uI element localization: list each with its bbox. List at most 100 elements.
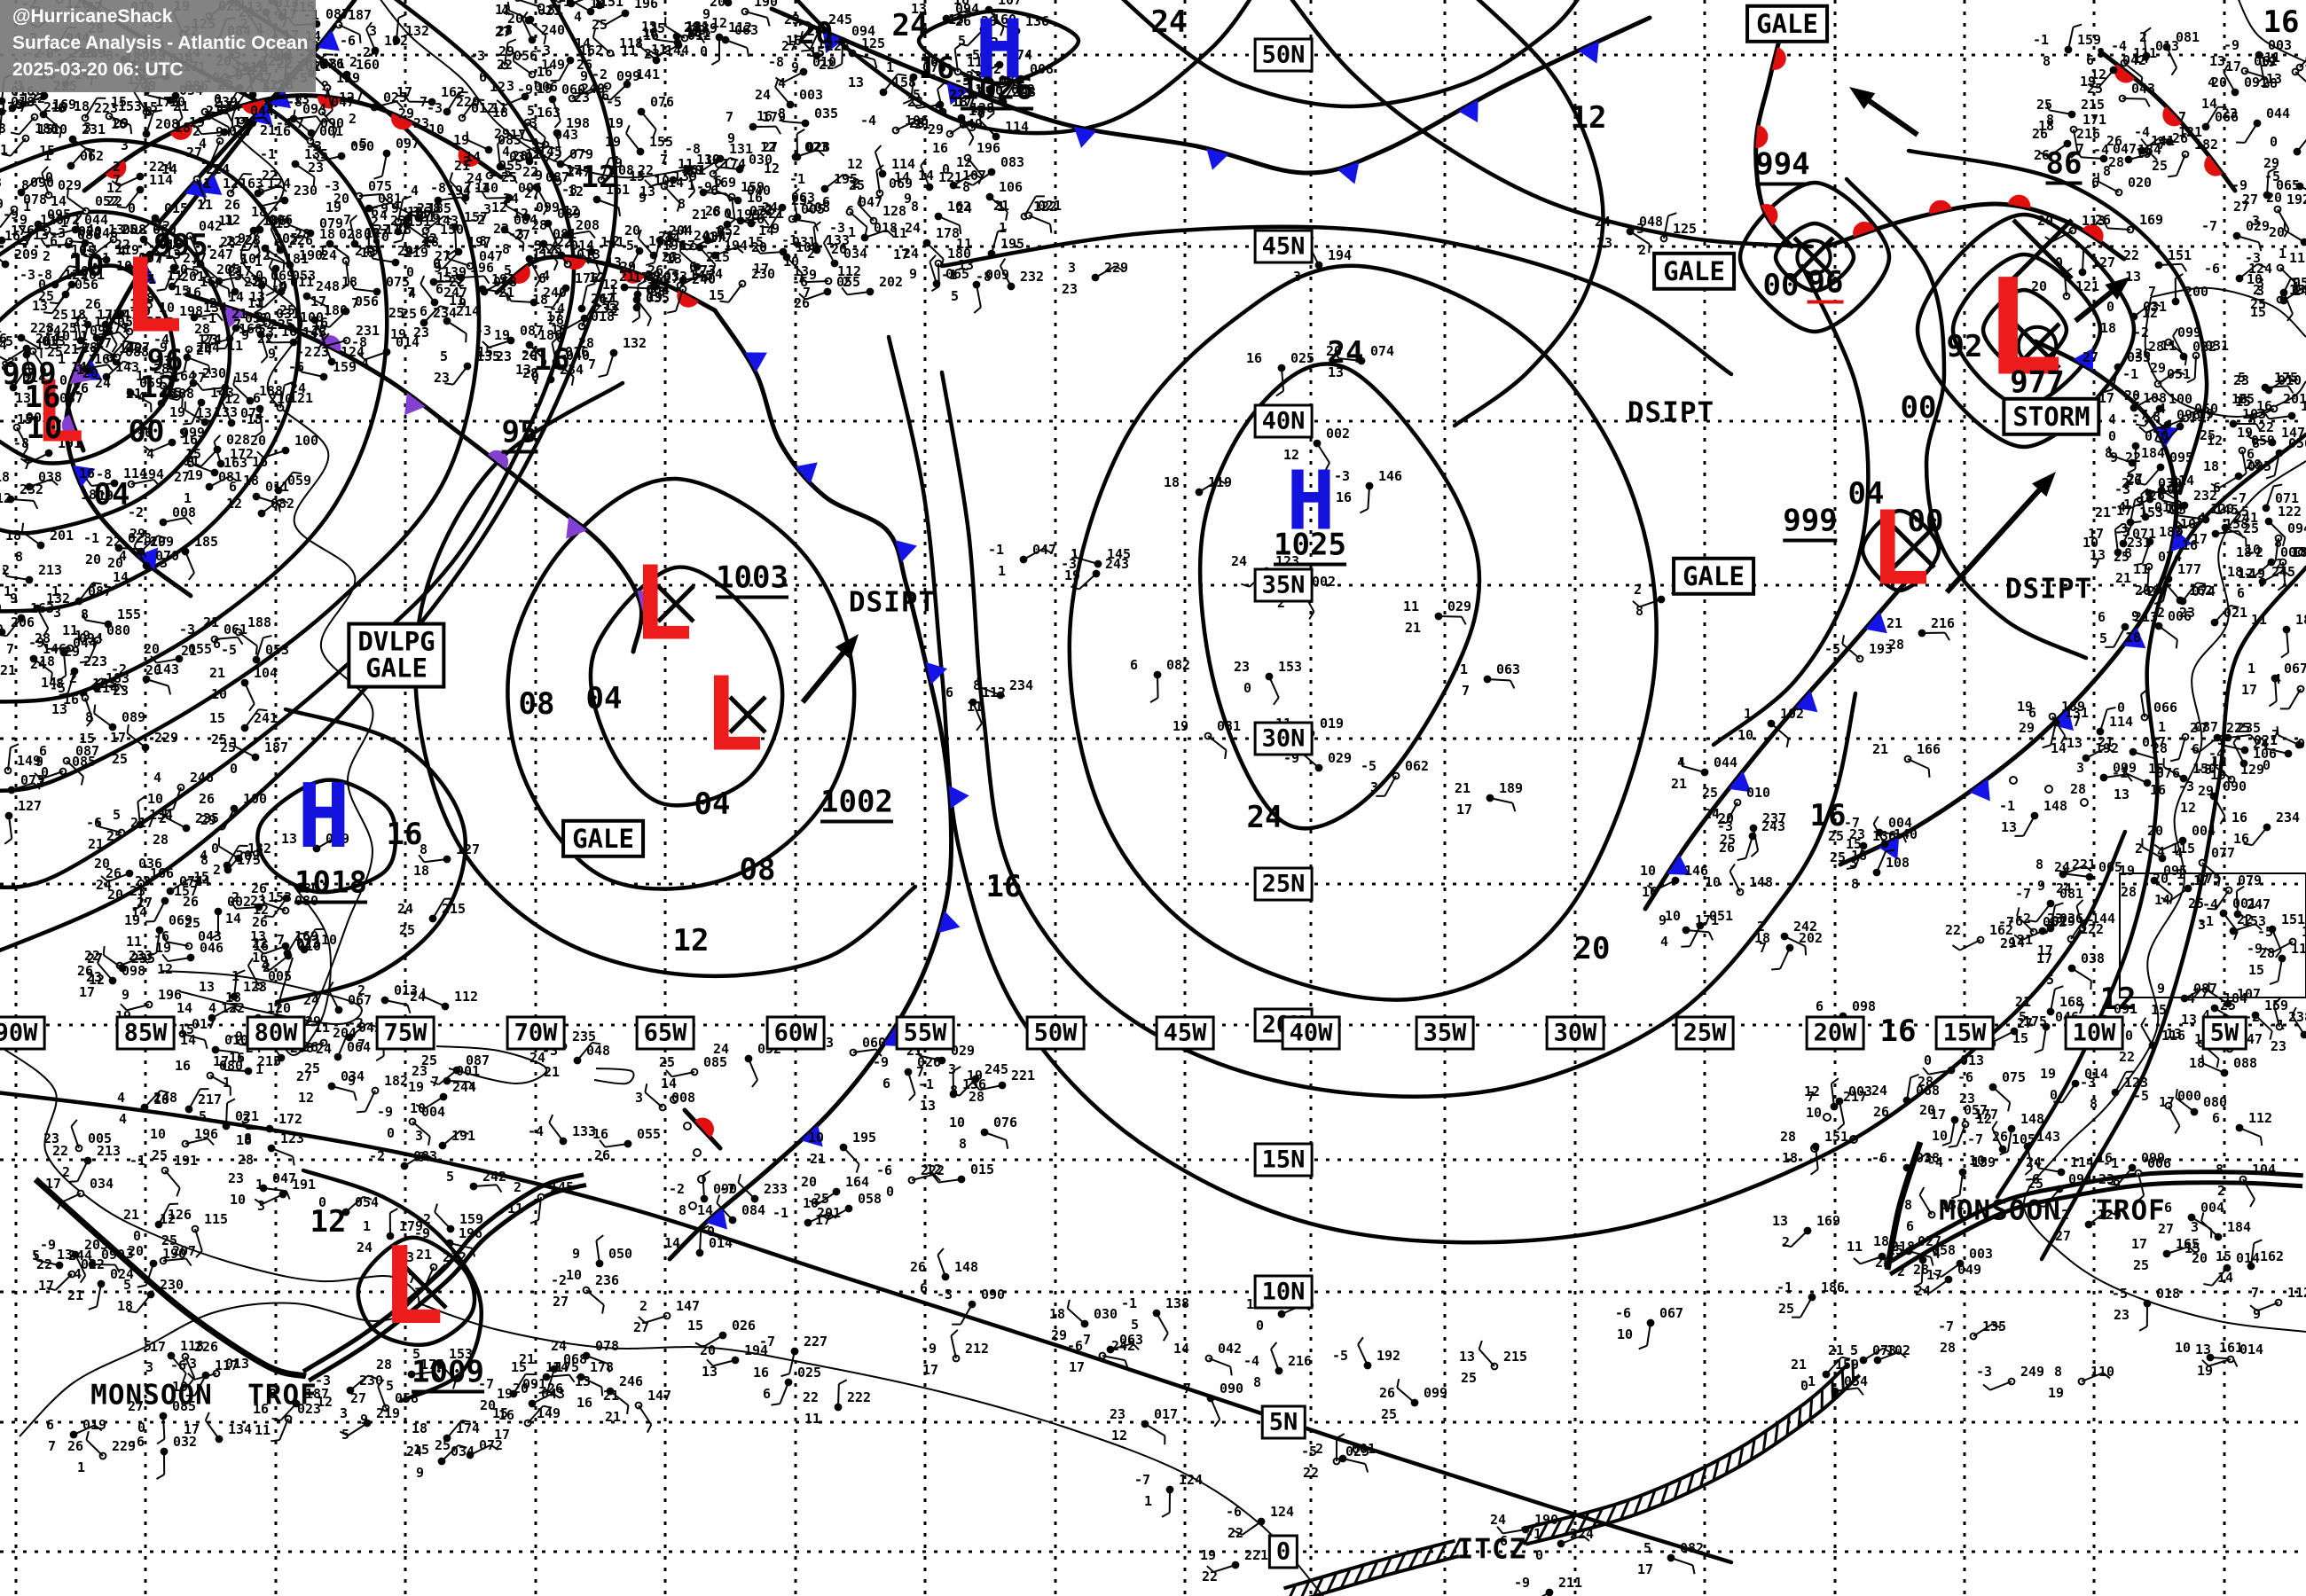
isobar [0, 0, 576, 890]
coastline [435, 1045, 548, 1085]
itcz-hatch [1591, 1507, 1604, 1529]
station-pressure: 201 [181, 269, 205, 285]
itcz-hatch [1749, 1438, 1756, 1460]
occluded-front-pip [566, 516, 587, 539]
isobar [939, 370, 1858, 1099]
cold-front-pip [705, 1207, 727, 1230]
cold-front-pip [73, 465, 96, 488]
itcz-hatch [1549, 1518, 1563, 1539]
cold-front-pip [1728, 771, 1752, 793]
coastline [231, 0, 374, 1047]
itcz-hatch [1380, 1556, 1392, 1577]
island [670, 1095, 678, 1104]
cold-front-pip [1878, 837, 1900, 860]
station-aux: 18 [138, 290, 154, 306]
itcz-hatch [1448, 1538, 1462, 1560]
occluded-front-pip [224, 306, 247, 329]
cold-front-pip [1073, 126, 1097, 148]
warm-front-pip [2114, 64, 2136, 83]
occluded-front-pip [404, 392, 426, 416]
island [683, 1122, 692, 1130]
front-cold [769, 6, 1652, 176]
coastline [2022, 460, 2306, 1333]
cold-front-pip [1667, 855, 1690, 875]
isobar [356, 1235, 477, 1347]
isobar [1995, 432, 2306, 1200]
monsoon-trough-line [33, 1177, 307, 1380]
coastline [418, 1303, 1324, 1596]
isobar [939, 224, 1734, 377]
cold-front-pip [1578, 41, 1599, 64]
cold-front-pip [1206, 148, 1229, 170]
itcz-hatch [1435, 1542, 1448, 1563]
isobar [301, 1168, 483, 1404]
isobar [1906, 148, 2209, 496]
isobar [1197, 362, 1482, 831]
cold-front-pip [801, 1124, 823, 1147]
itcz-hatch [1633, 1494, 1643, 1516]
cold-front-pip [895, 540, 917, 563]
coastline [593, 1068, 635, 1085]
itcz-hatch [1646, 1489, 1657, 1511]
isobar [1452, 0, 1605, 428]
itcz-band-edge [1521, 1362, 1850, 1531]
front-warm [82, 93, 504, 193]
itcz-hatch [1686, 1472, 1695, 1494]
warm-front-pip [2204, 155, 2223, 176]
itcz-hatch [1797, 1406, 1802, 1428]
occluded-front-pip [637, 590, 652, 614]
itcz-band-edge [1307, 1554, 1460, 1596]
cold-front-pip [822, 30, 844, 54]
coastline [380, 0, 694, 179]
warm-front-pip [170, 123, 192, 140]
itcz-hatch [1326, 1572, 1338, 1593]
isobar [413, 380, 918, 979]
island [2009, 776, 2018, 785]
itcz-hatch [1673, 1478, 1682, 1500]
itcz-hatch [1289, 1584, 1298, 1596]
isobar [1980, 287, 2069, 373]
cold-front-pip [744, 352, 767, 372]
itcz-band-edge [1525, 1373, 1862, 1546]
warm-front-pip [318, 95, 341, 109]
isobar [1711, 263, 1871, 747]
island [2080, 798, 2089, 807]
map-inset-rect [2119, 872, 2306, 998]
warm-front-pip [1853, 221, 1876, 238]
isobar [1290, 0, 1814, 249]
itcz-hatch [1394, 1553, 1407, 1574]
itcz-hatch [1737, 1445, 1745, 1467]
monsoon-trough-line [307, 1183, 587, 1383]
monsoon-trough-line [1884, 1140, 1924, 1271]
occluded-front-pip [487, 450, 509, 469]
itcz-hatch [1421, 1545, 1434, 1567]
front-occluded [65, 346, 87, 453]
cold-front-pip [946, 82, 969, 106]
itcz-hatch [1536, 1522, 1549, 1543]
itcz-hatch [1840, 1369, 1845, 1391]
isobar [1067, 263, 1659, 1002]
cold-front-pip [937, 911, 961, 934]
cold-front-pip [925, 661, 948, 685]
itcz-hatch [1300, 1580, 1311, 1596]
itcz-hatch [1564, 1514, 1577, 1536]
warm-front-pip [105, 160, 127, 179]
isobar [0, 263, 177, 466]
island [693, 1148, 702, 1157]
warm-front-pip [1771, 47, 1786, 70]
warm-front-pip [2082, 224, 2104, 243]
itcz-hatch [1312, 1576, 1324, 1596]
front-warm [1824, 201, 2127, 262]
warm-front-pip [694, 1117, 714, 1138]
isobar [274, 707, 467, 1005]
cold-front-pip [1457, 99, 1479, 123]
isobar [2039, 565, 2306, 1262]
cold-front-pip [948, 785, 969, 809]
isobar [0, 137, 302, 614]
front-cold [64, 51, 315, 598]
island [697, 1175, 706, 1184]
warm-front-pip [677, 290, 699, 308]
